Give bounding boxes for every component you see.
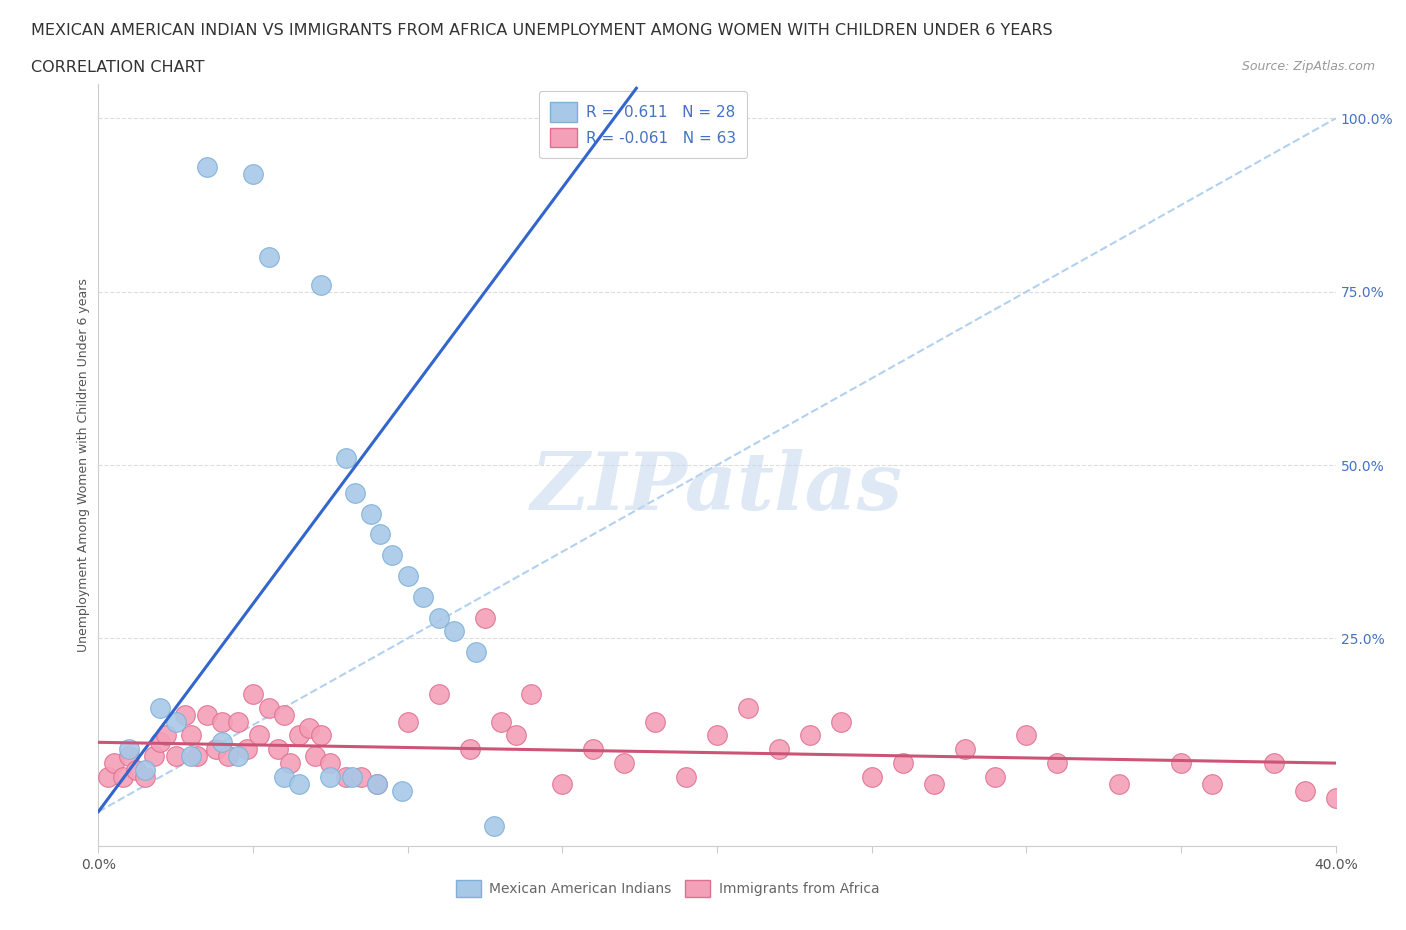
Point (319, 769, 342, 784)
Point (118, 749, 141, 764)
Point (427, 686, 450, 701)
Point (1324, 790, 1347, 805)
Point (737, 700, 759, 715)
Point (366, 777, 388, 791)
Point (484, 818, 506, 833)
Point (195, 159, 218, 174)
Point (396, 568, 419, 583)
Point (582, 742, 605, 757)
Point (1294, 783, 1316, 798)
Point (443, 624, 465, 639)
Point (186, 749, 208, 764)
Point (360, 506, 382, 521)
Point (273, 707, 295, 722)
Text: MEXICAN AMERICAN INDIAN VS IMMIGRANTS FROM AFRICA UNEMPLOYMENT AMONG WOMEN WITH : MEXICAN AMERICAN INDIAN VS IMMIGRANTS FR… (31, 23, 1053, 38)
Point (242, 686, 264, 701)
Point (464, 644, 486, 659)
Point (211, 714, 233, 729)
Point (1201, 777, 1223, 791)
Text: ZIPatlas: ZIPatlas (531, 449, 903, 526)
Point (396, 714, 419, 729)
Point (551, 777, 574, 791)
Point (366, 777, 388, 791)
Point (1170, 756, 1192, 771)
Point (143, 749, 166, 764)
Point (830, 714, 852, 729)
Point (273, 769, 295, 784)
Point (174, 707, 197, 722)
Point (427, 610, 450, 625)
Point (149, 735, 172, 750)
Point (613, 756, 636, 771)
Point (984, 769, 1007, 784)
Point (319, 756, 342, 771)
Point (1046, 756, 1069, 771)
Point (304, 749, 326, 764)
Point (489, 714, 512, 729)
Point (236, 742, 259, 757)
Point (412, 590, 434, 604)
Point (953, 742, 976, 757)
Point (165, 749, 187, 764)
Point (242, 166, 264, 181)
Point (195, 707, 218, 722)
Point (134, 763, 156, 777)
Point (124, 763, 146, 777)
Point (247, 728, 270, 743)
Point (112, 769, 135, 784)
Point (1108, 777, 1130, 791)
Point (205, 742, 228, 757)
Point (520, 686, 543, 701)
Y-axis label: Unemployment Among Women with Children Under 6 years: Unemployment Among Women with Children U… (77, 278, 90, 652)
Point (118, 742, 141, 757)
Point (340, 769, 363, 784)
Text: Source: ZipAtlas.com: Source: ZipAtlas.com (1241, 60, 1375, 73)
Point (675, 769, 697, 784)
Point (180, 749, 202, 764)
Point (226, 749, 249, 764)
Point (860, 769, 883, 784)
Point (155, 728, 177, 743)
Point (381, 548, 404, 563)
Point (1015, 728, 1038, 743)
Point (335, 451, 357, 466)
Point (644, 714, 666, 729)
Point (134, 769, 156, 784)
Point (799, 728, 821, 743)
Point (226, 714, 249, 729)
Point (97, 769, 120, 784)
Point (458, 742, 481, 757)
Point (368, 527, 391, 542)
Point (211, 735, 233, 750)
Point (149, 700, 172, 715)
Point (278, 756, 301, 771)
Point (891, 756, 914, 771)
Point (335, 769, 357, 784)
Point (288, 728, 311, 743)
Point (309, 728, 332, 743)
Point (217, 749, 239, 764)
Point (103, 756, 125, 771)
Point (344, 485, 367, 500)
Point (505, 728, 527, 743)
Point (288, 777, 311, 791)
Point (350, 769, 373, 784)
Point (257, 249, 280, 264)
Point (391, 783, 413, 798)
Point (768, 742, 790, 757)
Point (474, 610, 496, 625)
Point (922, 777, 945, 791)
Point (298, 721, 321, 736)
Point (257, 700, 280, 715)
Point (165, 714, 187, 729)
Point (309, 277, 332, 292)
Legend: Mexican American Indians, Immigrants from Africa: Mexican American Indians, Immigrants fro… (449, 873, 886, 904)
Point (267, 742, 290, 757)
Point (180, 728, 202, 743)
Text: CORRELATION CHART: CORRELATION CHART (31, 60, 204, 75)
Point (1263, 756, 1285, 771)
Point (706, 728, 728, 743)
